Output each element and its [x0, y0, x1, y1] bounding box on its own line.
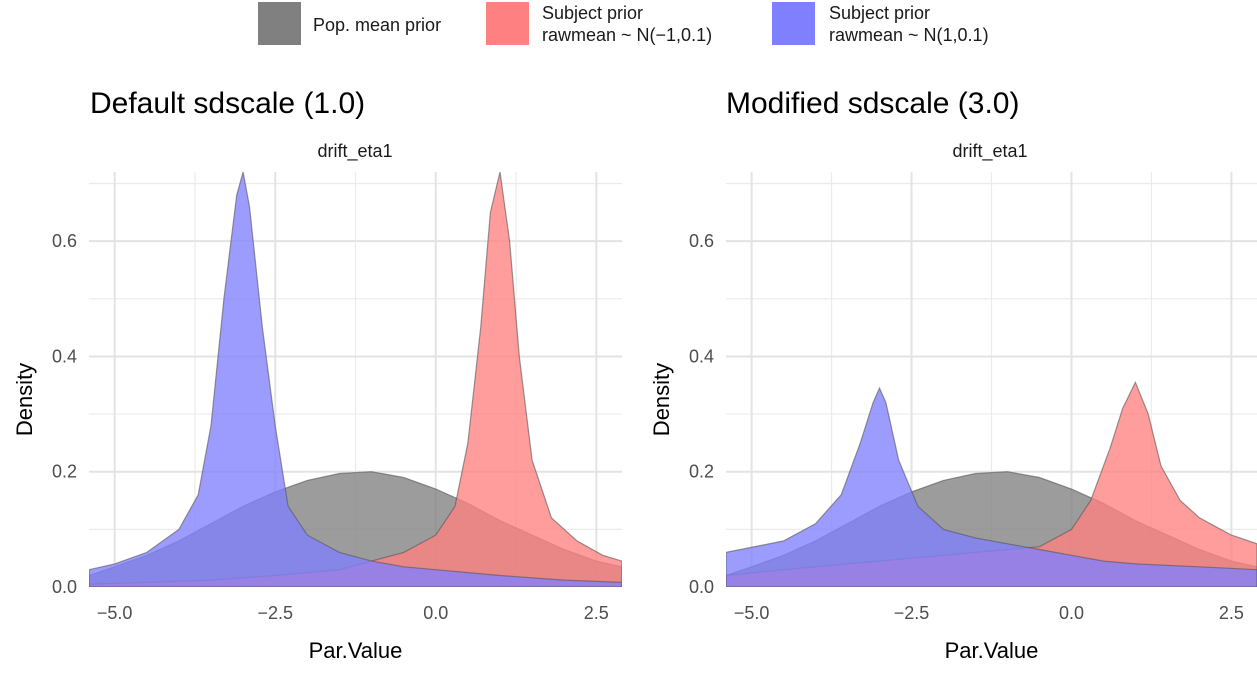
legend-key-1	[486, 2, 529, 45]
x-tick-label: −2.5	[257, 603, 293, 623]
x-tick-label: −5.0	[734, 603, 770, 623]
y-tick-label: 0.6	[52, 231, 77, 251]
panel-0: Default sdscale (1.0) drift_eta1 −5.0 −2.5 0…	[12, 87, 622, 663]
series-area-2	[89, 172, 622, 587]
y-axis-label: Density	[649, 363, 674, 436]
chart-title: Modified sdscale (3.0)	[726, 87, 1019, 120]
facet-label: drift_eta1	[952, 141, 1027, 162]
y-tick-label: 0.2	[52, 462, 77, 482]
grid	[89, 172, 622, 587]
legend-key-0	[258, 2, 301, 45]
x-tick-label: 0.0	[1059, 603, 1084, 623]
facet-label: drift_eta1	[317, 141, 392, 162]
y-axis-label: Density	[12, 363, 37, 436]
y-tick-label: 0.4	[689, 346, 714, 366]
y-tick-label: 0.0	[52, 577, 77, 597]
x-tick-label: 0.0	[423, 603, 448, 623]
series-areas	[89, 172, 622, 587]
x-tick-label: −2.5	[894, 603, 930, 623]
legend-label-0: Pop. mean prior	[313, 15, 441, 35]
x-axis-label: Par.Value	[309, 638, 403, 663]
x-tick-label: 2.5	[1219, 603, 1244, 623]
series-area-2	[726, 386, 1257, 587]
chart-panels: Default sdscale (1.0) drift_eta1 −5.0 −2.5 0…	[12, 87, 1257, 663]
series-areas	[726, 380, 1257, 587]
y-tick-label: 0.0	[689, 577, 714, 597]
x-axis-label: Par.Value	[945, 638, 1039, 663]
legend-label-1: Subject prior rawmean ~ N(−1,0.1)	[542, 3, 712, 45]
x-tick-label: 2.5	[584, 603, 609, 623]
y-tick-label: 0.4	[52, 346, 77, 366]
panel-1: Modified sdscale (3.0) drift_eta1 −5.0 −2.5…	[649, 87, 1257, 663]
x-tick-label: −5.0	[97, 603, 133, 623]
legend-label-2: Subject prior rawmean ~ N(1,0.1)	[829, 3, 989, 45]
y-tick-label: 0.2	[689, 462, 714, 482]
legend: Pop. mean prior Subject prior rawmean ~ N(…	[258, 2, 989, 45]
y-tick-label: 0.6	[689, 231, 714, 251]
chart-title: Default sdscale (1.0)	[90, 87, 365, 120]
legend-key-2	[772, 2, 815, 45]
